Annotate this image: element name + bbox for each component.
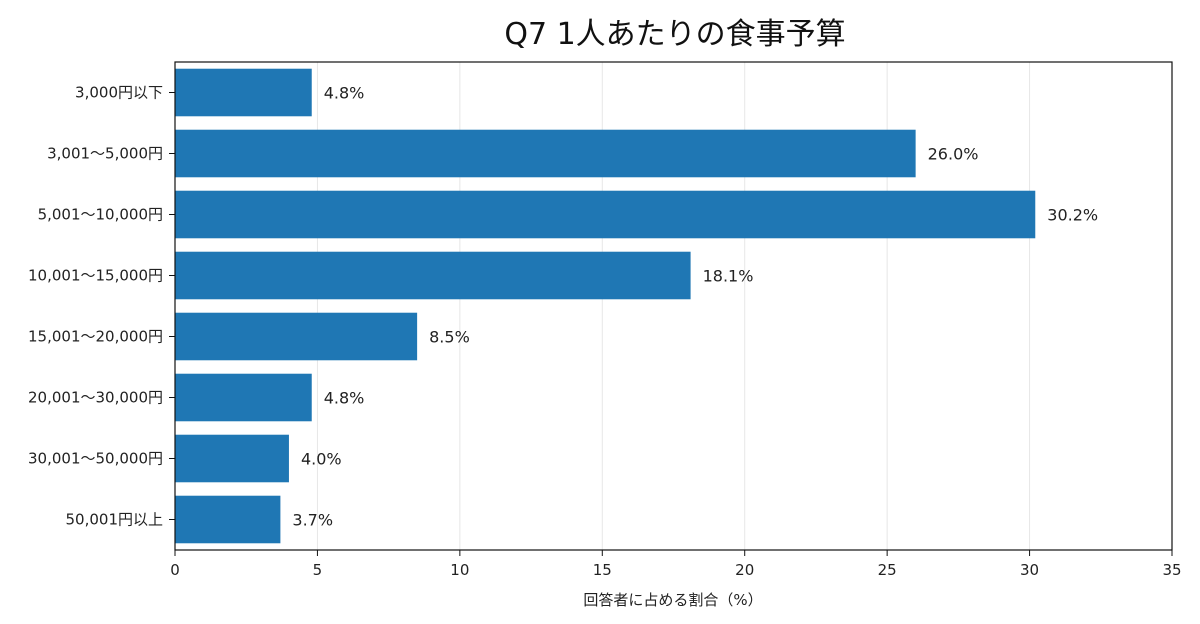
y-tick-label: 3,001〜5,000円 [47,145,163,163]
bar [175,373,312,422]
y-tick-label: 5,001〜10,000円 [38,206,163,224]
data-label: 4.0% [301,450,342,469]
x-tick-label: 30 [1020,561,1039,579]
y-tick-label: 15,001〜20,000円 [28,328,163,346]
bar [175,312,418,361]
y-tick-label: 50,001円以上 [66,511,164,529]
x-tick-label: 25 [878,561,897,579]
x-tick-label: 0 [170,561,180,579]
x-axis-label: 回答者に占める割合（%） [583,591,762,609]
bars [175,68,1036,544]
x-tick-label: 5 [313,561,323,579]
x-tick-label: 15 [593,561,612,579]
x-axis-ticks: 0 5 10 15 20 25 30 35 [170,550,1182,579]
y-tick-label: 20,001〜30,000円 [28,389,163,407]
data-label: 8.5% [429,328,470,347]
data-label: 3.7% [292,511,333,530]
x-tick-label: 10 [450,561,469,579]
data-labels: 4.8% 26.0% 30.2% 18.1% 8.5% 4.8% 4.0% 3.7% [292,84,1098,530]
data-label: 4.8% [324,84,365,103]
y-axis-ticks: 3,000円以下 3,001〜5,000円 5,001〜10,000円 10,001〜… [28,84,175,529]
y-tick-label: 3,000円以下 [75,84,163,102]
data-label: 26.0% [928,145,979,164]
bar [175,68,312,117]
bar [175,251,691,300]
data-label: 4.8% [324,389,365,408]
y-tick-label: 30,001〜50,000円 [28,450,163,468]
data-label: 18.1% [703,267,754,286]
chart-title: Q7 1人あたりの食事予算 [504,17,845,52]
x-tick-label: 35 [1162,561,1181,579]
x-tick-label: 20 [735,561,754,579]
bar [175,495,281,544]
bar [175,190,1036,239]
bar [175,129,916,178]
plot-frame [174,61,1173,551]
y-tick-label: 10,001〜15,000円 [28,267,163,285]
data-label: 30.2% [1047,206,1098,225]
bar [175,434,289,483]
